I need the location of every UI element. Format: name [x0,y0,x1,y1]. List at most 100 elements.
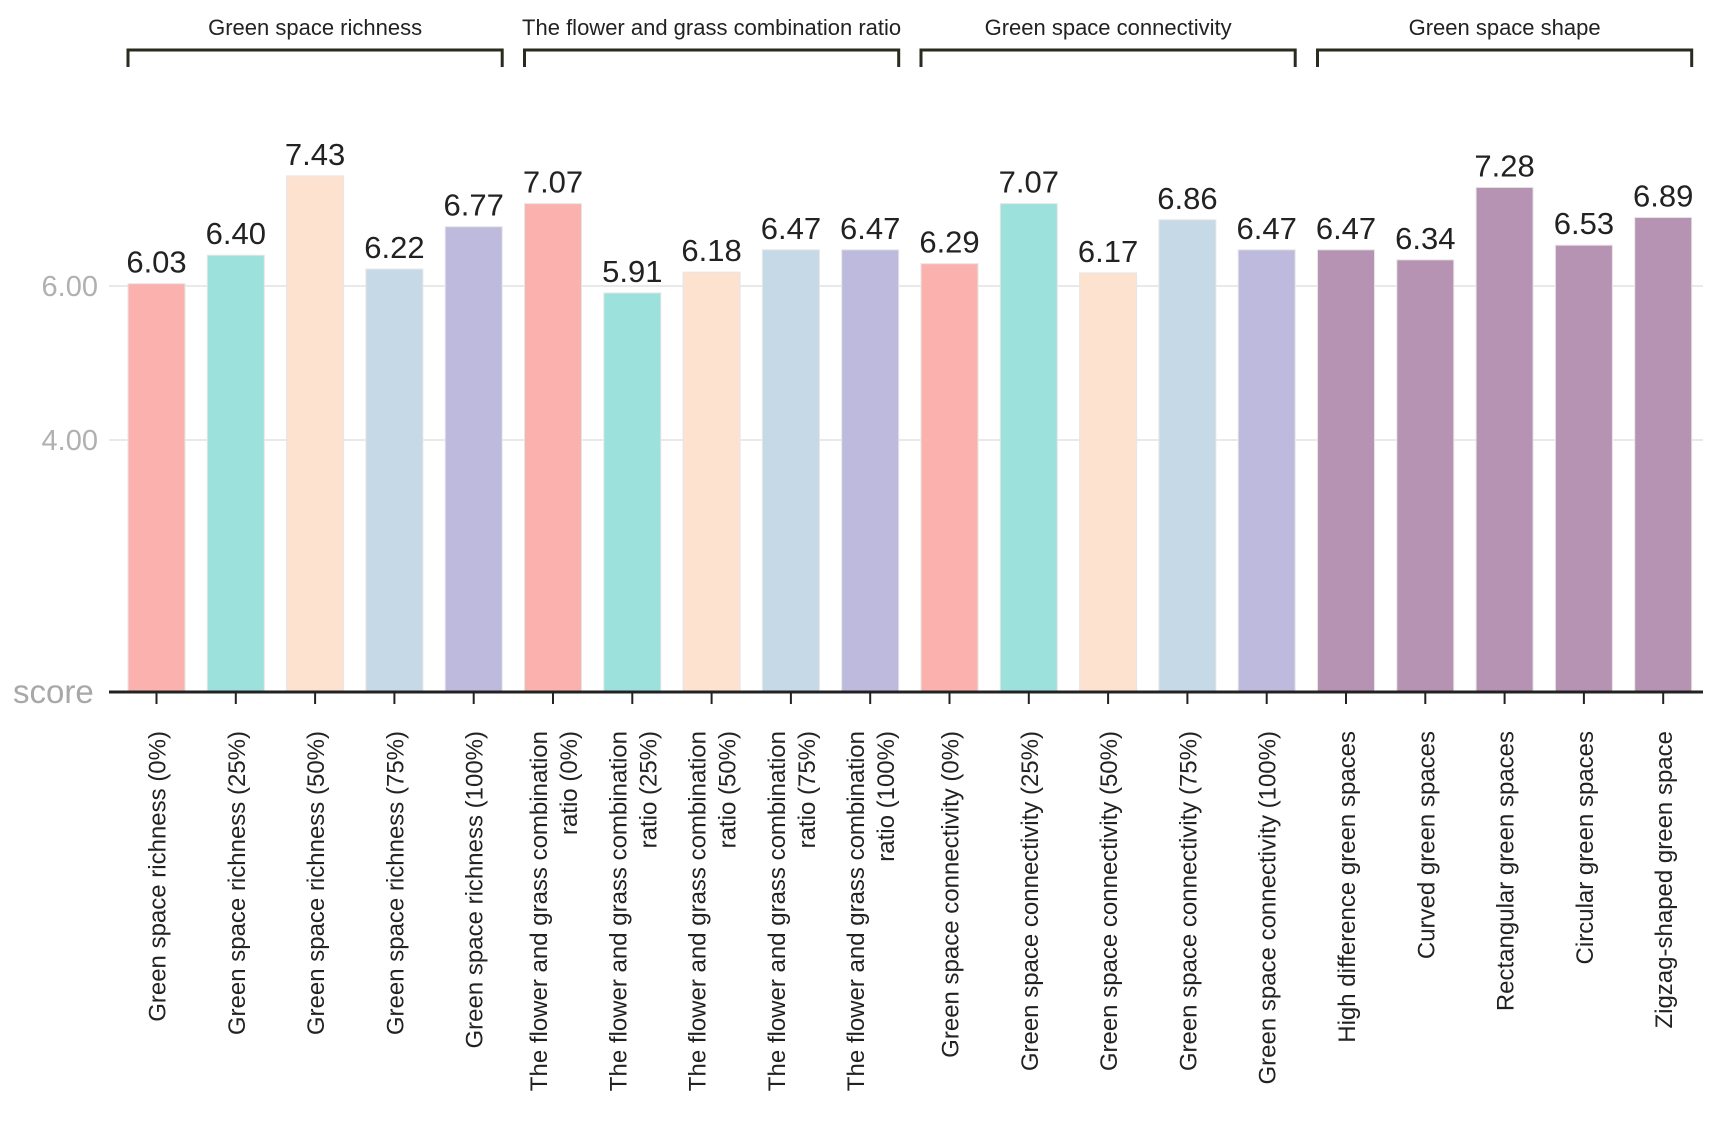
x-tick-label: Zigzag-shaped green space [1651,731,1678,1029]
data-label: 6.22 [364,230,424,265]
group-bracket [126,48,504,67]
bar [1634,216,1693,693]
x-tick-label: Green space richness (0%) [145,731,172,1022]
bar [682,271,741,693]
x-tick-label-line: Green space connectivity (0%) [938,731,965,1058]
x-tick-label-line: The flower and grass combination [526,731,553,1091]
x-tick-label: The flower and grass combination ratio (2… [605,731,662,1091]
group-bracket [1316,48,1694,67]
bar [1079,272,1138,693]
x-tick-label-line: ratio (100%) [873,731,900,862]
x-tick-label-line: Green space connectivity (50%) [1096,731,1123,1071]
data-label: 6.34 [1395,221,1455,256]
data-label: 5.91 [602,254,662,289]
bars [127,175,1693,693]
x-tick-label: Green space richness (75%) [382,731,409,1035]
x-tick-label: Rectangular green spaces [1493,731,1520,1011]
gridlines [109,285,1703,441]
x-tick-label: Green space connectivity (25%) [1017,731,1044,1071]
x-tick-label-line: High difference green spaces [1334,731,1361,1043]
x-tick-label: Green space richness (25%) [224,731,251,1035]
x-tick-label: Green space connectivity (75%) [1175,731,1202,1071]
y-tick-label: 4.00 [42,425,98,457]
x-tick-label-line: Zigzag-shaped green space [1651,731,1678,1029]
bar [206,254,265,693]
data-label: 7.07 [523,165,583,200]
bar [365,268,424,693]
x-tick-label: Circular green spaces [1572,731,1599,964]
data-label: 6.47 [1316,211,1376,246]
data-label: 6.77 [444,188,504,223]
x-tick-label-line: Green space richness (0%) [145,731,172,1022]
bar [1317,249,1375,693]
x-tick-label-line: The flower and grass combination [685,731,712,1091]
bar [999,203,1058,693]
data-label: 6.47 [761,211,821,246]
x-tick-label-line: Green space connectivity (75%) [1175,731,1202,1071]
bar [524,203,582,693]
group-title: Green space connectivity [985,15,1232,40]
bar [920,263,979,693]
bar [1475,186,1534,693]
x-tick-label-line: Green space richness (75%) [382,731,409,1035]
x-tick-label: Green space richness (100%) [462,731,489,1048]
x-tick-label-line: ratio (25%) [635,731,662,848]
x-tick-label-line: Green space connectivity (100%) [1255,731,1282,1085]
y-axis-label: score [13,673,94,710]
group-title: The flower and grass combination ratio [522,15,901,40]
bar [127,283,186,693]
x-tick-label: Curved green spaces [1413,731,1440,959]
x-tick-label: The flower and grass combination ratio (0… [526,731,583,1091]
x-tick-label-line: The flower and grass combination [843,731,870,1091]
data-label: 7.28 [1474,148,1534,183]
category-labels: Green space richness (0%) Green space ric… [145,731,1679,1091]
x-tick-label-line: Green space connectivity (25%) [1017,731,1044,1071]
data-label: 6.18 [681,233,741,268]
x-tick-label: The flower and grass combination ratio (7… [764,731,821,1091]
bar [286,175,345,693]
x-tick-label: The flower and grass combination ratio (1… [843,731,900,1091]
group-title: Green space shape [1409,15,1601,40]
data-label: 7.43 [285,137,345,172]
bar [603,292,662,693]
y-axis-ticks: 4.00 6.00 [42,271,98,457]
x-tick-label-line: Green space richness (25%) [224,731,251,1035]
x-tick-label-line: Rectangular green spaces [1493,731,1520,1011]
x-tick-label: High difference green spaces [1334,731,1361,1043]
bar [1554,244,1613,693]
data-label: 6.47 [840,211,900,246]
x-tick-label-line: ratio (50%) [715,731,742,848]
group-bracket [523,48,901,67]
x-tick-label: Green space connectivity (50%) [1096,731,1123,1071]
data-label: 6.86 [1157,181,1217,216]
data-label: 6.40 [206,216,266,251]
bar [1237,249,1296,693]
group-title: Green space richness [208,15,422,40]
y-tick-label: 6.00 [42,271,98,303]
x-tick-label-line: Curved green spaces [1413,731,1440,959]
x-tick-label: The flower and grass combination ratio (5… [685,731,742,1091]
bar [761,249,820,693]
x-axis-ticks [155,692,1665,704]
x-tick-label: Green space connectivity (0%) [938,731,965,1058]
data-label: 6.03 [126,245,186,280]
x-tick-label-line: ratio (75%) [794,731,821,848]
x-tick-label-line: ratio (0%) [556,731,583,835]
bar [1396,259,1455,693]
data-label: 6.47 [1237,211,1297,246]
x-tick-label-line: Green space richness (50%) [303,731,330,1035]
x-tick-label: Green space richness (50%) [303,731,330,1035]
x-tick-label: Green space connectivity (100%) [1255,731,1282,1085]
x-tick-label-line: Green space richness (100%) [462,731,489,1048]
x-tick-label-line: The flower and grass combination [764,731,791,1091]
data-label: 6.53 [1554,206,1614,241]
data-label: 7.07 [999,165,1059,200]
bar [444,226,503,693]
data-label: 6.29 [919,225,979,260]
group-brackets: Green space richness The flower and grass… [126,15,1694,67]
bar [841,249,900,693]
value-labels: 6.03 6.40 7.43 6.22 6.77 7.07 5.91 6.18 6.47 6.47… [126,137,1693,289]
data-label: 6.17 [1078,234,1138,269]
x-tick-label-line: The flower and grass combination [605,731,632,1091]
